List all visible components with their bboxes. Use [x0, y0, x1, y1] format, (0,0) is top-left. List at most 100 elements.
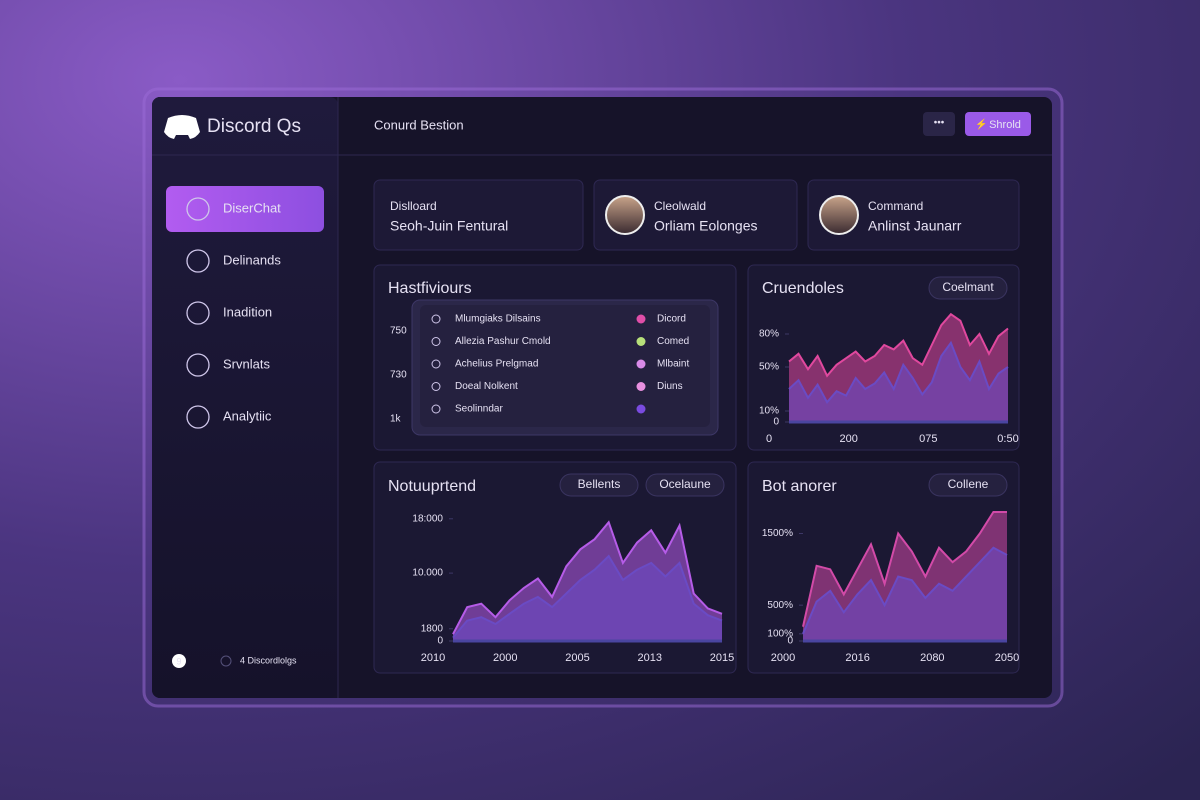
nav-icon	[186, 197, 210, 221]
x-tick-label: 2013	[638, 652, 662, 664]
list-item[interactable]: Mlbaint	[657, 359, 689, 370]
nav-item[interactable]: Analytiic	[223, 408, 272, 423]
list-item[interactable]: Dicord	[657, 314, 686, 325]
x-tick-label: 200	[839, 433, 857, 445]
y-tick-label: 80%	[759, 329, 779, 340]
list-item[interactable]: Mlumgiaks Dilsains	[455, 314, 541, 325]
area-fill	[453, 556, 722, 641]
list-icon	[431, 337, 441, 346]
nav-icon	[186, 301, 210, 325]
area-line	[452, 554, 723, 639]
x-tick-label: 0	[766, 433, 772, 445]
y-tick-label: 0	[437, 636, 443, 647]
profile-card[interactable]	[373, 179, 584, 251]
card-title: Command	[868, 199, 923, 213]
list-icon	[636, 337, 646, 346]
card-title: Cleolwald	[654, 199, 706, 213]
axis-label: 750	[390, 326, 407, 337]
list-icon	[431, 359, 441, 369]
x-tick-label: 0:50	[997, 433, 1018, 445]
list-item[interactable]: Achelius Prelgmad	[455, 359, 538, 370]
y-tick-label: 10%	[759, 406, 779, 417]
nav-active[interactable]	[166, 186, 324, 232]
brand-logo	[164, 115, 200, 139]
panel-button-label: Ocelaune	[659, 477, 711, 491]
footer-badge-bg	[172, 654, 186, 668]
nav-item[interactable]: Inadition	[223, 304, 272, 319]
card-title: Dislloard	[390, 199, 437, 213]
avatar	[605, 195, 645, 235]
window-glow	[142, 87, 1064, 708]
panel-button-label: Collene	[948, 477, 989, 491]
panel-title: Notuuprtend	[388, 478, 476, 495]
header-title: Conurd Bestion	[374, 117, 464, 132]
list-item[interactable]: Comed	[657, 336, 689, 347]
panel-title: Cruendoles	[762, 280, 844, 297]
area-line	[802, 546, 1008, 635]
button-icon: ⚡	[975, 118, 987, 131]
list-icon	[431, 314, 441, 324]
list-item[interactable]: Allezia Pashur Cmold	[455, 336, 551, 347]
card-name: Anlinst Jaunarr	[868, 218, 962, 234]
area-fill	[803, 547, 1007, 641]
x-tick-label: 2000	[771, 652, 795, 664]
x-tick-label: 075	[919, 433, 937, 445]
panel-title: Hastfiviours	[388, 280, 472, 297]
nav-icon	[186, 353, 210, 377]
primary-button[interactable]	[965, 112, 1031, 136]
y-tick-label: 100%	[767, 628, 793, 639]
list-icon	[636, 314, 646, 324]
popup-inner	[420, 305, 710, 427]
panel-button[interactable]	[559, 473, 639, 497]
more-button[interactable]	[923, 112, 955, 136]
y-tick-label: 10.000	[412, 568, 443, 579]
brand: Discord Qs	[207, 116, 301, 137]
nav-item[interactable]: Srvnlats	[223, 356, 270, 371]
area-line	[788, 312, 1009, 378]
nav-item[interactable]: DiserChat	[223, 200, 281, 215]
more-label: •••	[934, 118, 945, 129]
nav-item[interactable]: Delinands	[223, 252, 281, 267]
avatar	[819, 195, 859, 235]
x-tick-label: 2050	[995, 652, 1019, 664]
profile-card[interactable]	[807, 179, 1020, 251]
y-tick-label: 1500%	[762, 528, 793, 539]
area-line	[452, 520, 723, 635]
list-icon	[636, 382, 646, 391]
list-item[interactable]: Diuns	[657, 381, 683, 392]
area-line	[788, 340, 1009, 404]
sidebar	[152, 97, 338, 698]
list-icon	[636, 359, 646, 369]
card-name: Seoh-Juin Fentural	[390, 218, 508, 234]
list-icon	[431, 382, 441, 391]
x-tick-label: 2005	[565, 652, 589, 664]
x-tick-label: 2000	[493, 652, 517, 664]
list-icon	[636, 404, 646, 414]
footer-badge: 9	[176, 656, 181, 666]
x-tick-label: 2080	[920, 652, 944, 664]
y-tick-label: 18:000	[412, 513, 443, 524]
y-tick-label: 50%	[759, 362, 779, 373]
axis-label: 730	[390, 370, 407, 381]
panel-button-label: Bellents	[578, 477, 621, 491]
nav-icon	[186, 405, 210, 429]
list-item[interactable]: Doeal Nolkent	[455, 381, 518, 392]
area-line	[802, 511, 1007, 627]
footer-dot	[220, 655, 232, 667]
list-item[interactable]: Seolinndar	[455, 404, 503, 415]
x-tick-label: 2010	[421, 652, 445, 664]
panel-button[interactable]	[645, 473, 725, 497]
y-tick-label: 0	[787, 636, 793, 647]
panel-title: Bot anorer	[762, 478, 837, 495]
panel-button[interactable]	[928, 473, 1008, 497]
y-tick-label: 0	[773, 417, 779, 428]
nav-icon	[186, 249, 210, 273]
y-tick-label: 500%	[767, 600, 793, 611]
profile-card[interactable]	[593, 179, 798, 251]
card-name: Orliam Eolonges	[654, 218, 758, 234]
y-tick-label: 1800	[421, 623, 444, 634]
area-fill	[789, 342, 1008, 422]
panel-button[interactable]	[928, 276, 1008, 300]
